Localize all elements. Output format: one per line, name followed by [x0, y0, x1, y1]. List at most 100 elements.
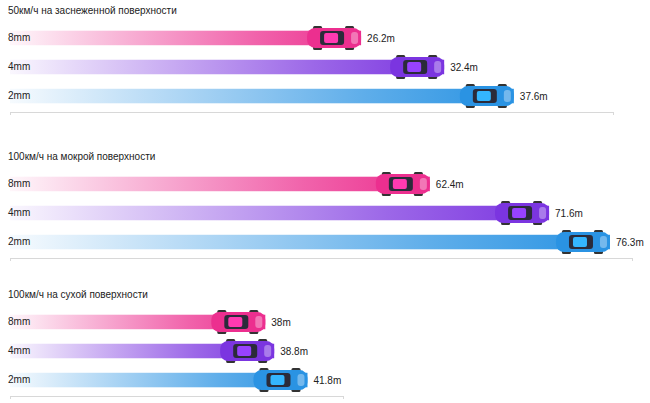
x-tick [613, 112, 614, 115]
y-tick: 4mm [8, 207, 30, 218]
car-roof [512, 208, 526, 218]
data-label: 37.6m [520, 91, 548, 102]
bar [10, 89, 514, 104]
car-body [495, 203, 549, 223]
car-hood [351, 32, 358, 44]
car-roof [270, 375, 284, 385]
bar [10, 177, 430, 192]
y-tick-label: 4mm [8, 207, 30, 218]
car-body [390, 57, 444, 77]
car-body [253, 370, 307, 390]
data-label: 62.4m [436, 179, 464, 190]
panel-title: 100км/ч на сухой поверхности [8, 289, 148, 300]
y-axis: 8mm 4mm 2mm [8, 32, 30, 101]
car-body [211, 312, 265, 332]
car-body [220, 341, 274, 361]
x-axis-line [11, 259, 633, 262]
car-hood [539, 207, 546, 219]
car-roof [573, 237, 587, 247]
car-cabin [569, 235, 593, 249]
x-tick [632, 258, 633, 261]
y-tick: 2mm [8, 374, 30, 385]
x-axis [11, 258, 633, 261]
y-tick-label: 2mm [8, 90, 30, 101]
y-tick-label: 8mm [8, 32, 30, 43]
car-icon [460, 84, 514, 108]
panel-title: 50км/ч на заснеженной поверхности [8, 5, 177, 16]
panel: 50км/ч на заснеженной поверхности 8mm 4mm 2… [8, 5, 614, 115]
car-roof [237, 346, 251, 356]
plot-area [10, 172, 610, 254]
y-tick: 4mm [8, 61, 30, 72]
y-axis: 8mm 4mm 2mm [8, 316, 30, 385]
y-tick-label: 8mm [8, 178, 30, 189]
car-cabin [508, 206, 532, 220]
car-cabin [473, 89, 497, 103]
car-icon [220, 339, 274, 363]
x-tick-mark [613, 112, 614, 115]
data-label: 41.8m [313, 375, 341, 386]
x-tick [343, 396, 344, 399]
car-cabin [266, 373, 290, 387]
panel: 100км/ч на сухой поверхности 8mm 4mm 2mm 38m… [8, 289, 344, 399]
car-hood [420, 178, 427, 190]
car-cabin [403, 60, 427, 74]
car-cabin [224, 315, 248, 329]
y-tick-label: 8mm [8, 316, 30, 327]
x-tick-mark [632, 258, 633, 261]
car-roof [393, 179, 407, 189]
y-tick-label: 2mm [8, 374, 30, 385]
data-label: 38.8m [280, 346, 308, 357]
data-label: 38m [271, 317, 290, 328]
car-icon [307, 26, 361, 50]
x-axis-line [11, 113, 614, 116]
y-tick: 8mm [8, 178, 30, 189]
car-hood [504, 90, 511, 102]
y-axis: 8mm 4mm 2mm [8, 178, 30, 247]
plot-area [10, 310, 307, 392]
car-roof [324, 33, 338, 43]
car-icon [556, 230, 610, 254]
car-icon [390, 55, 444, 79]
y-tick-label: 2mm [8, 236, 30, 247]
y-tick-label: 4mm [8, 345, 30, 356]
bar [10, 235, 610, 250]
y-tick: 8mm [8, 316, 30, 327]
car-icon [376, 172, 430, 196]
x-axis [11, 112, 614, 115]
car-hood [434, 61, 441, 73]
bar [10, 206, 549, 221]
x-axis-line [11, 397, 344, 400]
panel: 100км/ч на мокрой поверхности 8mm 4mm 2mm 62… [8, 151, 644, 261]
bar [10, 315, 265, 330]
car-cabin [320, 31, 344, 45]
bar [10, 60, 444, 75]
car-roof [407, 62, 421, 72]
y-tick: 8mm [8, 32, 30, 43]
x-tick [10, 396, 11, 399]
y-tick: 2mm [8, 90, 30, 101]
car-icon [253, 368, 307, 392]
car-cabin [389, 177, 413, 191]
car-hood [264, 345, 271, 357]
car-roof [477, 91, 491, 101]
y-tick-label: 4mm [8, 61, 30, 72]
car-body [376, 174, 430, 194]
car-icon [495, 201, 549, 225]
car-body [307, 28, 361, 48]
data-label: 76.3m [616, 237, 644, 248]
x-tick [10, 112, 11, 115]
car-hood [255, 316, 262, 328]
bar [10, 344, 274, 359]
panel-title: 100км/ч на мокрой поверхности [8, 151, 155, 162]
x-tick-mark [10, 112, 11, 115]
x-tick-mark [10, 258, 11, 261]
x-axis [11, 396, 344, 399]
car-hood [297, 374, 304, 386]
y-tick: 2mm [8, 236, 30, 247]
car-roof [228, 317, 242, 327]
data-label: 32.4m [450, 62, 478, 73]
car-body [556, 232, 610, 252]
car-body [460, 86, 514, 106]
plot-area [10, 26, 514, 108]
